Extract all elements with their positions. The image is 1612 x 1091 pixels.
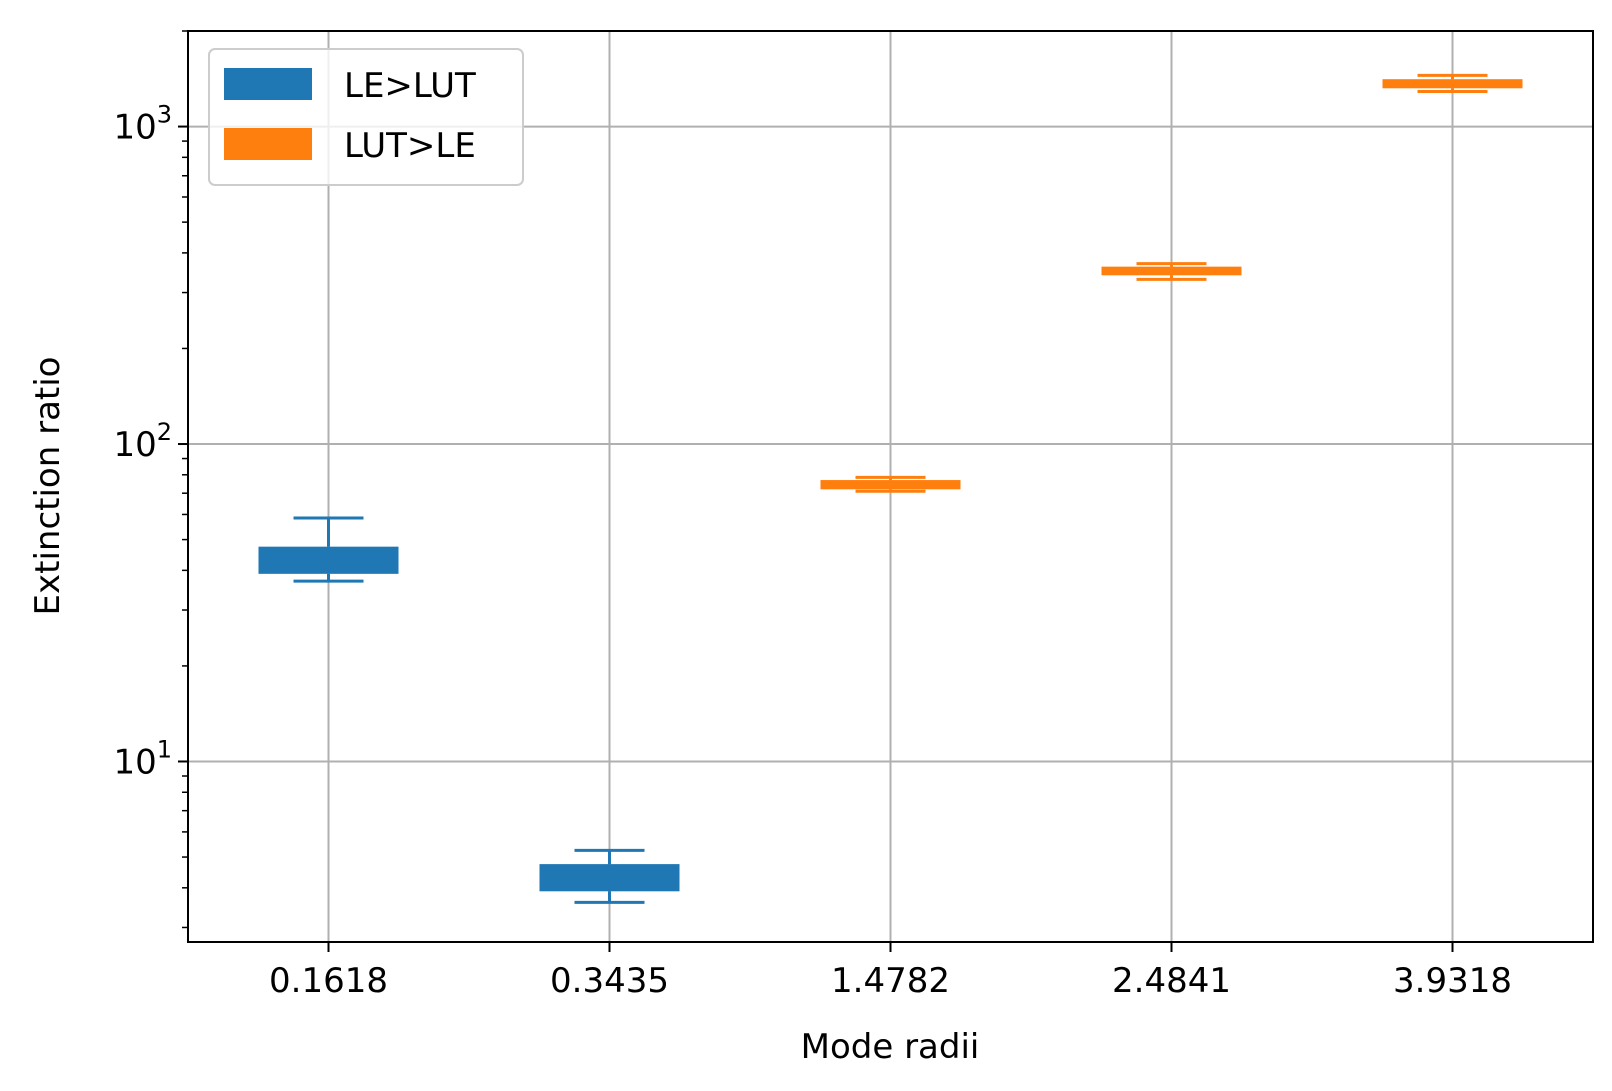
box-3.9318: [1382, 73, 1523, 93]
x-tick-label: 0.3435: [550, 961, 669, 1001]
box-0.1618: [258, 516, 399, 583]
legend-swatch-lut-le: [224, 128, 312, 160]
y-tick-label: 101: [113, 735, 172, 782]
box-2.4841: [1101, 262, 1242, 281]
legend-label-lut-le: LUT>LE: [344, 126, 476, 166]
x-tick-label: 1.4782: [831, 961, 950, 1001]
legend-swatch-le-lut: [224, 68, 312, 100]
y-tick-label: 102: [113, 418, 172, 465]
x-tick-label: 0.1618: [269, 961, 388, 1001]
box-0.3435: [539, 848, 680, 904]
x-tick-label: 2.4841: [1112, 961, 1231, 1001]
y-axis-label: Extinction ratio: [28, 357, 68, 616]
x-axis-label: Mode radii: [801, 1027, 980, 1067]
box-body: [539, 864, 680, 892]
boxes-layer: [258, 73, 1523, 904]
y-tick-label: 103: [113, 101, 172, 148]
x-tick-label: 3.9318: [1393, 961, 1512, 1001]
legend: LE>LUT LUT>LE: [208, 48, 524, 186]
box-1.4782: [820, 475, 961, 493]
axis-ticks: 0.1618 0.3435 1.4782 2.4841 3.9318 101 102 103: [113, 30, 1512, 1001]
legend-label-le-lut: LE>LUT: [344, 66, 476, 106]
